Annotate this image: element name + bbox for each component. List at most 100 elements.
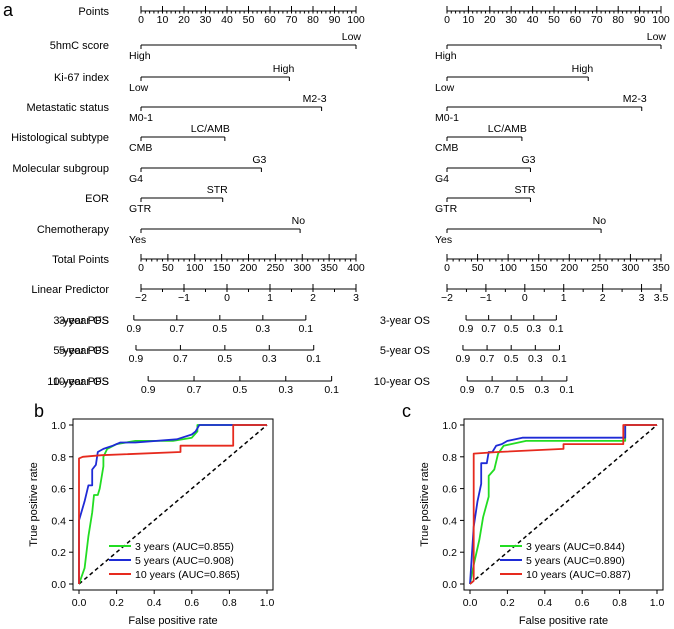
level-label: High — [273, 63, 295, 75]
legend-label: 10 years (AUC=0.865) — [135, 569, 240, 581]
axis-tick-label: −2 — [135, 292, 147, 304]
level-label: High — [129, 50, 151, 62]
axis-tick-label: 100 — [186, 262, 204, 274]
row-label: 5-year OS — [59, 345, 109, 357]
axis-tick-label: 150 — [213, 262, 231, 274]
legend-label: 10 years (AUC=0.887) — [526, 569, 631, 581]
axis-tick-label: 0.3 — [262, 353, 277, 365]
x-tick-label: 1.0 — [650, 597, 665, 609]
x-tick-label: 0.2 — [500, 597, 515, 609]
level-label: High — [435, 50, 457, 62]
level-label: G4 — [435, 173, 449, 185]
axis-tick-label: 0 — [444, 14, 450, 26]
axis-tick-label: 200 — [561, 262, 579, 274]
axis-tick-label: 0.9 — [141, 384, 156, 396]
axis-tick-label: 80 — [612, 14, 624, 26]
roc-curve-series-1 — [469, 424, 657, 585]
axis-tick-label: 0.3 — [256, 323, 271, 335]
y-tick-label: 0.2 — [51, 547, 66, 559]
roc-curve-series-1 — [78, 424, 267, 585]
roc-curve-series-3 — [78, 424, 267, 584]
x-tick-label: 0.6 — [575, 597, 590, 609]
roc-curve-series-2 — [78, 424, 267, 584]
legend-label: 5 years (AUC=0.890) — [526, 555, 625, 567]
axis-tick-label: 0.1 — [324, 384, 339, 396]
axis-tick-label: 0.9 — [460, 384, 475, 396]
level-label: Low — [342, 31, 362, 43]
panel-label-c: c — [402, 401, 411, 421]
axis-tick-label: −1 — [480, 292, 492, 304]
axis-tick-label: 0.3 — [278, 384, 293, 396]
axis-tick-label: 40 — [221, 14, 233, 26]
level-label: M0-1 — [435, 112, 459, 124]
axis-tick-label: 0.5 — [504, 323, 519, 335]
row-label: 10-year OS — [53, 376, 109, 388]
level-label: Yes — [129, 234, 146, 246]
y-tick-label: 0.4 — [51, 515, 66, 527]
axis-tick-label: 20 — [178, 14, 190, 26]
axis-tick-label: 0 — [444, 262, 450, 274]
level-label: M0-1 — [129, 112, 153, 124]
axis-tick-label: 0.7 — [187, 384, 202, 396]
x-axis-title: False positive rate — [128, 615, 217, 627]
y-tick-label: 0.0 — [442, 579, 457, 591]
x-tick-label: 0.4 — [147, 597, 162, 609]
y-tick-label: 0.8 — [51, 452, 66, 464]
row-label: Linear Predictor — [31, 284, 109, 296]
axis-tick-label: 10 — [463, 14, 475, 26]
axis-tick-label: 0 — [138, 14, 144, 26]
axis-tick-label: −2 — [441, 292, 453, 304]
axis-tick-label: 200 — [240, 262, 258, 274]
level-label: Low — [129, 82, 149, 94]
y-axis-title: True positive rate — [28, 462, 40, 547]
y-tick-label: 0.4 — [442, 515, 457, 527]
axis-tick-label: 50 — [472, 262, 484, 274]
y-axis-title: True positive rate — [419, 462, 431, 547]
axis-tick-label: 300 — [622, 262, 640, 274]
axis-tick-label: 100 — [347, 14, 365, 26]
axis-tick-label: 300 — [293, 262, 311, 274]
axis-tick-label: 0 — [138, 262, 144, 274]
row-label: 5hmC score — [50, 40, 109, 52]
axis-tick-label: 0.7 — [485, 384, 500, 396]
level-label: Low — [647, 31, 667, 43]
nomogram-os: 0 10 20 30 40 50 60 70 80 90 100HighLowLowHighM0-1… — [53, 6, 670, 396]
axis-tick-label: 0 — [224, 292, 230, 304]
axis-tick-label: 90 — [329, 14, 341, 26]
panel-label-a: a — [3, 0, 14, 20]
axis-tick-label: 0.1 — [552, 353, 567, 365]
axis-tick-label: 0.5 — [213, 323, 228, 335]
reference-diagonal — [469, 424, 658, 585]
axis-tick-label: 80 — [307, 14, 319, 26]
axis-tick-label: 0.9 — [459, 323, 474, 335]
axis-tick-label: 3 — [353, 292, 359, 304]
level-label: High — [572, 63, 594, 75]
x-tick-label: 0.0 — [72, 597, 87, 609]
row-label: 5-year PFS — [53, 345, 109, 357]
level-label: LC/AMB — [191, 123, 230, 135]
axis-tick-label: 0.9 — [456, 353, 471, 365]
x-tick-label: 0.2 — [109, 597, 124, 609]
y-tick-label: 1.0 — [51, 420, 66, 432]
level-label: STR — [207, 184, 228, 196]
axis-tick-label: 0.1 — [549, 323, 564, 335]
level-label: G3 — [521, 154, 535, 166]
level-label: LC/AMB — [488, 123, 527, 135]
axis-tick-label: 0.7 — [480, 353, 495, 365]
level-label: CMB — [435, 142, 458, 154]
axis-tick-label: 0.9 — [127, 323, 142, 335]
axis-tick-label: 0.9 — [129, 353, 144, 365]
axis-tick-label: 50 — [162, 262, 174, 274]
roc-curve-series-3 — [469, 424, 657, 585]
axis-tick-label: 70 — [286, 14, 298, 26]
row-label: 10-year PFS — [47, 376, 109, 388]
axis-tick-label: 2 — [600, 292, 606, 304]
row-label: Points — [78, 6, 109, 18]
row-label: 10-year OS — [374, 376, 430, 388]
level-label: Yes — [435, 234, 452, 246]
axis-tick-label: 1 — [267, 292, 273, 304]
row-label: Histological subtype — [11, 132, 109, 144]
y-tick-label: 0.8 — [442, 452, 457, 464]
axis-tick-label: 250 — [591, 262, 609, 274]
